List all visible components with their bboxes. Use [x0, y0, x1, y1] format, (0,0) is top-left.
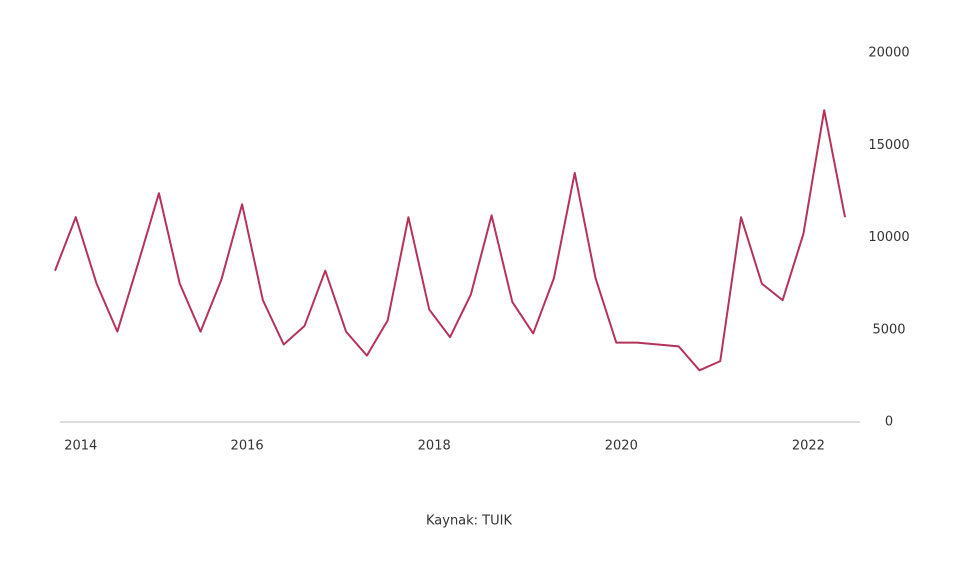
y-tick-label: 10000	[868, 230, 909, 245]
y-tick-label: 15000	[868, 138, 909, 153]
x-tick-label: 2020	[605, 439, 638, 454]
x-tick-label: 2014	[64, 439, 97, 454]
data-line	[54, 109, 846, 372]
y-tick-label: 5000	[872, 322, 905, 337]
x-tick-label: 2016	[231, 439, 264, 454]
x-tick-label: 2018	[418, 439, 451, 454]
x-tick-label: 2022	[792, 439, 825, 454]
y-tick-label: 0	[885, 415, 893, 430]
y-tick-label: 20000	[868, 46, 909, 61]
source-note: Kaynak: TUIK	[426, 514, 512, 529]
